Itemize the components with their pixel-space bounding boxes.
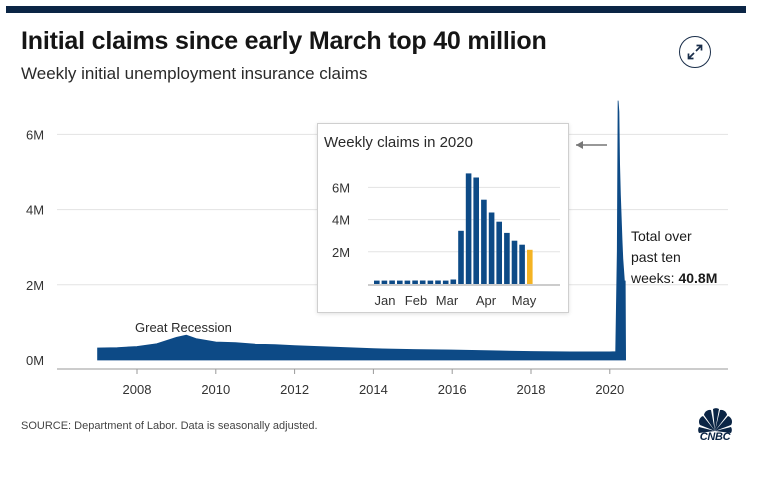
inset-x-tick-label: Apr <box>476 293 497 308</box>
x-tick-label: 2010 <box>201 382 230 397</box>
inset-arrow <box>576 141 607 149</box>
inset-bar <box>374 280 380 284</box>
inset-y-tick-label: 6M <box>332 180 350 195</box>
total-prefix: weeks: <box>631 270 679 286</box>
inset-bar <box>442 280 449 284</box>
total-value: 40.8M <box>678 270 718 286</box>
inset-bar <box>458 230 464 284</box>
source-note: SOURCE: Department of Labor. Data is sea… <box>21 420 318 432</box>
inset-x-tick-label: Jan <box>375 293 396 308</box>
expand-button[interactable] <box>679 36 711 68</box>
inset-bar <box>504 232 510 284</box>
inset-bar <box>465 173 472 284</box>
expand-icon <box>687 44 703 60</box>
inset-bar <box>427 280 434 284</box>
inset-bar <box>412 280 418 284</box>
inset-bar <box>519 244 525 284</box>
inset-y-axis-ticks: 2M 4M 6M <box>332 180 350 259</box>
x-tick-label: 2014 <box>359 382 388 397</box>
y-tick-label: 4M <box>26 203 44 218</box>
claims-area-series <box>97 100 627 361</box>
x-tick-label: 2012 <box>280 382 309 397</box>
y-tick-label: 6M <box>26 127 44 142</box>
total-line-3: weeks: 40.8M <box>631 268 717 289</box>
series-layer <box>97 100 627 361</box>
inset-bar <box>496 221 502 284</box>
x-tick-label: 2016 <box>438 382 467 397</box>
inset-grid-lines <box>368 186 560 286</box>
chart-title: Initial claims since early March top 40 … <box>21 27 547 55</box>
inset-chart-panel: Weekly claims in 2020 2M 4M 6M Jan Feb Mar Ap… <box>317 123 569 313</box>
inset-bar <box>473 177 479 284</box>
inset-bar <box>527 249 533 284</box>
total-line-1: Total over <box>631 228 692 244</box>
inset-x-tick-label: May <box>512 293 537 308</box>
inset-bar <box>435 280 441 284</box>
inset-x-tick-label: Feb <box>405 293 427 308</box>
inset-bar <box>381 280 388 284</box>
inset-bar <box>404 280 411 284</box>
inset-bar <box>397 280 403 284</box>
inset-bar <box>481 199 487 284</box>
inset-bar <box>389 280 395 284</box>
y-tick-label: 0M <box>26 353 44 368</box>
inset-y-tick-label: 4M <box>332 213 350 228</box>
total-line-2: past ten <box>631 249 681 265</box>
inset-bars <box>374 173 533 284</box>
y-tick-label: 2M <box>26 278 44 293</box>
inset-title: Weekly claims in 2020 <box>324 134 473 151</box>
x-axis-ticks: 2008 2010 2012 2014 2016 2018 2020 <box>123 369 624 397</box>
inset-chart: 2M 4M 6M Jan Feb Mar Apr May <box>332 173 560 308</box>
x-tick-label: 2018 <box>517 382 546 397</box>
chart-subtitle: Weekly initial unemployment insurance cl… <box>21 64 368 83</box>
x-tick-label: 2008 <box>123 382 152 397</box>
total-annotation: Total over past ten weeks: 40.8M <box>631 226 717 289</box>
y-axis-ticks: 0M 2M 4M 6M <box>26 127 44 368</box>
inset-bar <box>450 279 457 284</box>
inset-bar <box>419 280 426 284</box>
cnbc-logo-text: CNBC <box>699 431 731 443</box>
top-accent-bar <box>6 6 746 13</box>
inset-x-tick-label: Mar <box>436 293 459 308</box>
cnbc-peacock-icon <box>698 408 733 433</box>
inset-bar <box>511 240 518 284</box>
inset-bar <box>488 212 495 284</box>
inset-x-axis-ticks: Jan Feb Mar Apr May <box>375 293 537 308</box>
great-recession-label: Great Recession <box>135 320 232 335</box>
x-tick-label: 2020 <box>595 382 624 397</box>
inset-y-tick-label: 2M <box>332 245 350 260</box>
